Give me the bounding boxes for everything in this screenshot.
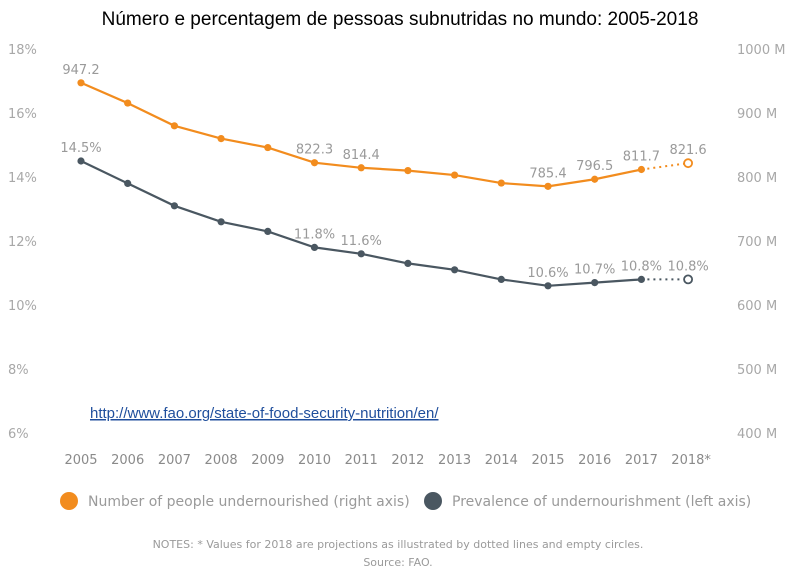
- x-tick-label: 2009: [251, 453, 284, 468]
- data-label: 785.4: [529, 166, 566, 181]
- data-point-left: [544, 282, 552, 290]
- data-point-left: [264, 227, 272, 235]
- data-label: 10.7%: [574, 263, 615, 278]
- left-tick-label: 6%: [8, 427, 29, 442]
- data-point-right: [683, 158, 693, 169]
- data-point-left: [451, 266, 459, 274]
- data-point-right: [264, 143, 272, 152]
- data-point-right: [637, 165, 646, 174]
- legend-marker: [60, 492, 78, 510]
- data-label: 11.8%: [294, 227, 335, 242]
- right-tick-label: 900 M: [737, 107, 777, 122]
- data-label: 11.6%: [341, 234, 382, 249]
- data-labels: 947.2 822.3 814.4 785.4 796.5 811.7 821.6 14.5%…: [60, 63, 708, 281]
- notes-text: NOTES: * Values for 2018 are projections…: [153, 538, 644, 551]
- data-label: 811.7: [623, 150, 660, 165]
- x-tick-label: 2005: [64, 453, 97, 468]
- legend: Number of people undernourished (right a…: [60, 492, 751, 510]
- x-tick-label: 2014: [485, 453, 518, 468]
- chart-title: Número e percentagem de pessoas subnutri…: [102, 9, 699, 30]
- data-point-left: [124, 179, 132, 187]
- data-point-left: [170, 202, 178, 210]
- data-label: 947.2: [62, 63, 99, 78]
- data-label: 822.3: [296, 143, 333, 158]
- left-tick-label: 10%: [8, 299, 37, 314]
- x-tick-label: 2011: [345, 453, 378, 468]
- left-tick-label: 18%: [8, 43, 37, 58]
- data-point-right: [170, 122, 178, 130]
- data-point-left: [637, 275, 646, 283]
- right-tick-label: 400 M: [737, 427, 777, 442]
- x-tick-label: 2016: [578, 453, 611, 468]
- right-axis: 1000 M 900 M 800 M 700 M 600 M 500 M 400 M: [737, 43, 785, 442]
- x-tick-label: 2007: [158, 453, 191, 468]
- x-axis: 2005 2006 2007 2008 2009 2010 2011 2012 2013 2014…: [64, 453, 711, 468]
- data-label: 821.6: [669, 143, 706, 158]
- data-point-left: [357, 250, 365, 258]
- data-point-right: [497, 179, 505, 187]
- left-axis: 18% 16% 14% 12% 10% 8% 6%: [8, 43, 37, 442]
- data-point-right: [451, 171, 459, 179]
- x-tick-label: 2008: [205, 453, 238, 468]
- data-label: 10.6%: [527, 266, 568, 281]
- x-tick-label: 2015: [531, 453, 564, 468]
- data-label: 796.5: [576, 159, 613, 174]
- data-point-left: [217, 218, 225, 226]
- left-tick-label: 14%: [8, 171, 37, 186]
- data-point-left: [591, 279, 599, 287]
- data-point-right: [357, 164, 365, 172]
- data-point-right: [217, 135, 225, 143]
- series-layer: [77, 79, 693, 290]
- data-label: 14.5%: [60, 141, 101, 156]
- data-point-right: [310, 159, 319, 167]
- x-tick-label: 2006: [111, 453, 144, 468]
- legend-label: Prevalence of undernourishment (left axi…: [452, 494, 751, 510]
- data-point-left: [77, 157, 85, 165]
- data-point-right: [591, 175, 599, 183]
- left-tick-label: 16%: [8, 107, 37, 122]
- x-tick-label: 2018*: [671, 453, 711, 468]
- data-point-right: [544, 182, 552, 190]
- data-point-right: [77, 79, 85, 87]
- left-tick-label: 12%: [8, 235, 37, 250]
- left-tick-label: 8%: [8, 363, 29, 378]
- x-tick-label: 2013: [438, 453, 471, 468]
- data-point-right: [404, 167, 412, 175]
- data-point-left: [404, 259, 412, 267]
- right-tick-label: 800 M: [737, 171, 777, 186]
- x-tick-label: 2017: [625, 453, 658, 468]
- data-point-right: [124, 99, 132, 107]
- data-label: 10.8%: [667, 259, 708, 274]
- legend-marker: [424, 492, 442, 510]
- right-tick-label: 600 M: [737, 299, 777, 314]
- series-projection-right: [641, 162, 689, 171]
- x-tick-label: 2010: [298, 453, 331, 468]
- source-text: Source: FAO.: [363, 556, 432, 569]
- fao-link[interactable]: http://www.fao.org/state-of-food-securit…: [90, 405, 439, 422]
- right-tick-label: 500 M: [737, 363, 777, 378]
- x-tick-label: 2012: [391, 453, 424, 468]
- data-label: 814.4: [343, 148, 380, 163]
- right-tick-label: 700 M: [737, 235, 777, 250]
- data-point-left: [683, 274, 693, 285]
- data-label: 10.8%: [621, 259, 662, 274]
- data-point-left: [497, 275, 505, 283]
- data-point-left: [310, 243, 319, 251]
- right-tick-label: 1000 M: [737, 43, 785, 58]
- legend-label: Number of people undernourished (right a…: [88, 494, 410, 510]
